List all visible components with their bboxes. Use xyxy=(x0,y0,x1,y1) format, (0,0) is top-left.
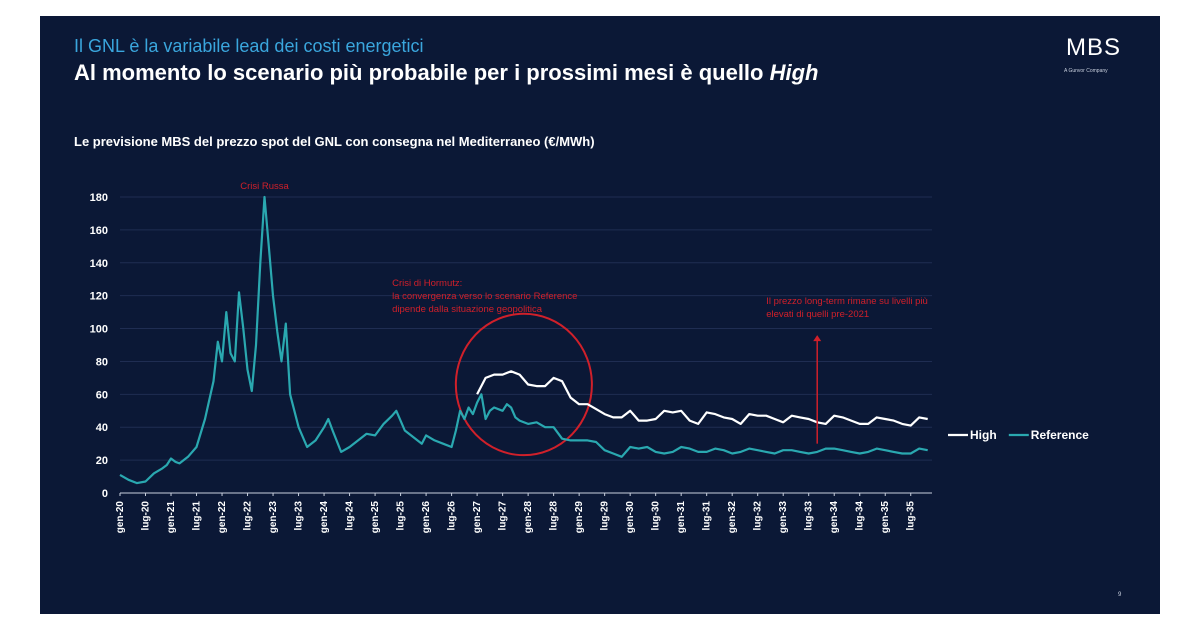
x-tick-label: gen-25 xyxy=(370,501,381,534)
x-tick-label: gen-32 xyxy=(727,501,738,534)
x-tick-label: lug-34 xyxy=(855,501,866,531)
headline-text: Al momento lo scenario più probabile per… xyxy=(74,60,770,85)
x-tick-label: lug-35 xyxy=(906,501,917,531)
x-tick-label: lug-28 xyxy=(549,501,560,531)
x-tick-label: gen-24 xyxy=(319,501,330,534)
x-tick-label: lug-29 xyxy=(600,501,611,531)
page-number: 9 xyxy=(1118,592,1122,598)
x-tick-label: gen-31 xyxy=(676,501,687,534)
x-tick-label: lug-23 xyxy=(294,501,305,531)
x-tick-label: gen-35 xyxy=(880,501,891,534)
x-tick-label: lug-32 xyxy=(753,501,764,531)
x-tick-label: gen-23 xyxy=(268,501,279,534)
x-tick-label: lug-31 xyxy=(702,501,713,531)
mbs-logo: MBS xyxy=(1066,34,1122,61)
annotation-text: dipende dalla situazione geopolitica xyxy=(392,304,543,315)
x-tick-label: gen-27 xyxy=(472,501,483,534)
x-tick-label: gen-20 xyxy=(115,501,126,534)
x-tick-label: gen-30 xyxy=(625,501,636,534)
hormuz-highlight-ellipse xyxy=(454,312,593,457)
x-tick-label: lug-21 xyxy=(192,501,203,531)
y-tick-label: 0 xyxy=(102,488,108,500)
arrow-head xyxy=(813,335,822,342)
annotation-text: elevati di quelli pre-2021 xyxy=(766,309,869,320)
annotation-text: Crisi di Hormutz: xyxy=(392,278,462,289)
x-tick-label: lug-27 xyxy=(498,501,509,531)
legend-label: Reference xyxy=(1031,428,1089,442)
x-tick-label: gen-29 xyxy=(574,501,585,534)
annotation-text: Il prezzo long-term rimane su livelli pi… xyxy=(766,296,928,307)
annotation-text: la convergenza verso lo scenario Referen… xyxy=(392,291,577,302)
headline-emphasis: High xyxy=(769,60,819,85)
y-tick-label: 80 xyxy=(96,356,108,368)
x-tick-label: lug-30 xyxy=(651,501,662,531)
y-tick-label: 40 xyxy=(96,422,108,434)
x-tick-label: gen-33 xyxy=(778,501,789,534)
y-tick-label: 60 xyxy=(96,389,108,401)
x-tick-label: lug-26 xyxy=(447,501,458,531)
slide-headline: Al momento lo scenario più probabile per… xyxy=(74,60,818,86)
x-tick-label: gen-26 xyxy=(421,501,432,534)
y-tick-label: 140 xyxy=(90,258,108,270)
annotation-text: Crisi Russa xyxy=(240,181,289,192)
y-tick-label: 180 xyxy=(90,192,108,204)
series-line-high xyxy=(476,370,928,427)
slide-kicker: Il GNL è la variabile lead dei costi ene… xyxy=(74,36,424,56)
legend-label: High xyxy=(970,428,997,442)
y-tick-label: 160 xyxy=(90,225,108,237)
slide: Il GNL è la variabile lead dei costi ene… xyxy=(40,16,1160,614)
x-tick-label: lug-25 xyxy=(396,501,407,531)
x-tick-label: gen-34 xyxy=(829,501,840,534)
x-tick-label: gen-28 xyxy=(523,501,534,534)
series-line-reference xyxy=(119,195,928,485)
line-chart: 0 20 40 60 80 100 120 140 160 180 gen-20 lug-20 gen-… xyxy=(90,181,1090,534)
logo-tagline: A Gunvor Company xyxy=(1064,68,1108,74)
x-tick-label: gen-22 xyxy=(217,501,228,534)
y-tick-label: 120 xyxy=(90,291,108,303)
y-tick-label: 100 xyxy=(90,324,108,336)
x-tick-label: lug-20 xyxy=(141,501,152,531)
x-tick-label: lug-22 xyxy=(243,501,254,531)
y-tick-label: 20 xyxy=(96,455,108,467)
x-tick-label: gen-21 xyxy=(166,501,177,534)
x-tick-label: lug-24 xyxy=(345,501,356,531)
x-tick-label: lug-33 xyxy=(804,501,815,531)
chart-title: Le previsione MBS del prezzo spot del GN… xyxy=(74,134,595,149)
